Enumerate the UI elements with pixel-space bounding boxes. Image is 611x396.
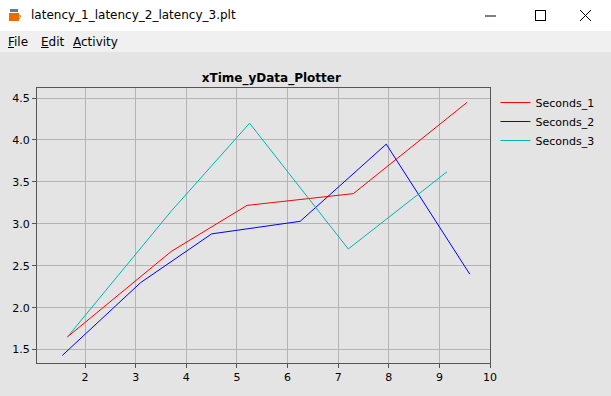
svg-text:2.0: 2.0 — [12, 302, 30, 315]
svg-text:10: 10 — [483, 371, 497, 384]
html-text:E dit: E dit — [41, 35, 65, 49]
svg-text:3: 3 — [132, 371, 139, 384]
svg-text:1.5: 1.5 — [12, 343, 30, 356]
svg-text:3.0: 3.0 — [12, 218, 30, 231]
svg-text:4.0: 4.0 — [12, 134, 30, 147]
svg-text:9: 9 — [436, 371, 443, 384]
svg-text:Seconds_1: Seconds_1 — [535, 97, 594, 110]
svg-text:Seconds_2: Seconds_2 — [535, 116, 594, 129]
svg-text:2: 2 — [82, 371, 89, 384]
svg-text:xTime_yData_Plotter: xTime_yData_Plotter — [202, 71, 341, 86]
svg-text:Seconds_3: Seconds_3 — [535, 135, 594, 148]
svg-text:6: 6 — [284, 371, 291, 384]
html-text:A ctivity: A ctivity — [73, 35, 118, 49]
svg-text:7: 7 — [335, 371, 342, 384]
html-text:latency_1_latency_2_latency_3.: latency_1_latency_2_latency_3.plt — [31, 8, 236, 22]
svg-text:3.5: 3.5 — [12, 176, 30, 189]
svg-text:4: 4 — [183, 371, 190, 384]
html-text:F ile: F ile — [8, 35, 29, 49]
svg-text:5: 5 — [233, 371, 240, 384]
svg-text:2.5: 2.5 — [12, 260, 30, 273]
svg-text:4.5: 4.5 — [12, 92, 30, 105]
svg-text:8: 8 — [385, 371, 392, 384]
